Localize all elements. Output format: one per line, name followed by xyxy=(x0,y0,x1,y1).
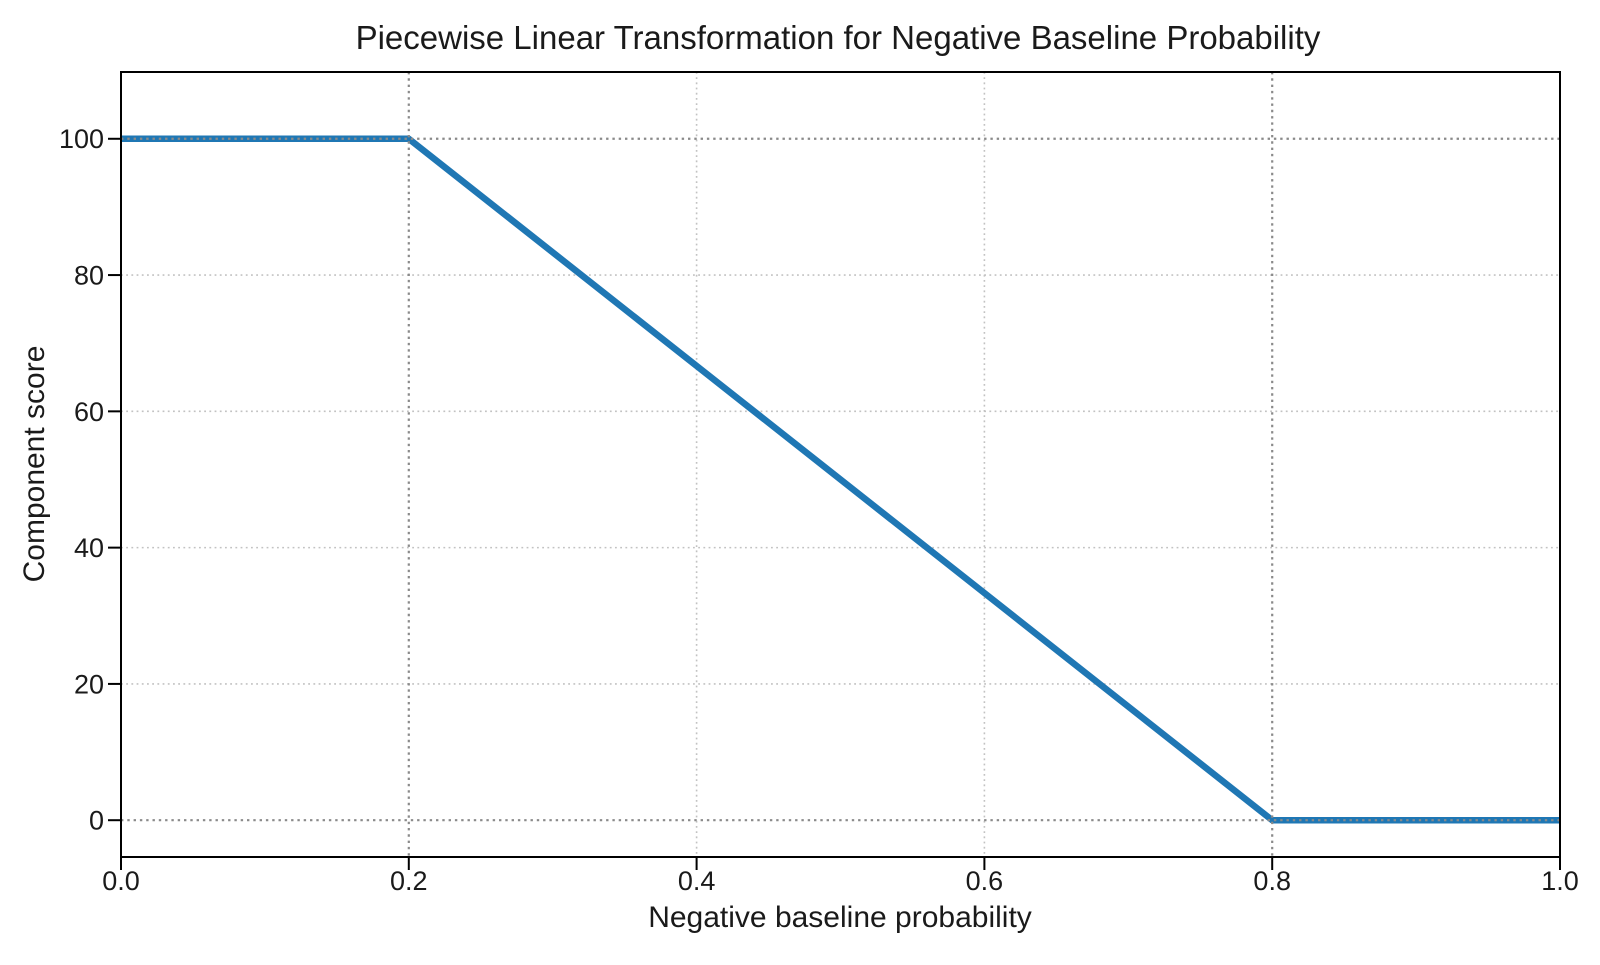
y-axis-label: Component score xyxy=(18,346,51,583)
x-tick-label: 0.6 xyxy=(966,866,1004,896)
series-line-component-score xyxy=(121,135,1560,824)
y-tick-label: 20 xyxy=(74,669,104,699)
series-layer xyxy=(121,135,1560,824)
chart-title: Piecewise Linear Transformation for Nega… xyxy=(356,19,1321,56)
reference-lines-layer xyxy=(121,72,1560,857)
y-tick-label: 0 xyxy=(89,806,104,836)
y-tick-label: 80 xyxy=(74,261,104,291)
x-tick-label: 0.0 xyxy=(102,866,140,896)
y-tick-label: 100 xyxy=(59,124,104,154)
y-tick-label: 60 xyxy=(74,397,104,427)
grid-layer xyxy=(121,72,1560,857)
x-tick-label: 0.4 xyxy=(678,866,716,896)
plot-frame xyxy=(120,71,1561,858)
y-tick-label: 40 xyxy=(74,533,104,563)
x-axis-label: Negative baseline probability xyxy=(648,901,1032,934)
x-tick-label: 0.2 xyxy=(390,866,428,896)
tick-layer: 0.0 0.2 0.4 0.6 0.8 1.0 0 20 40 60 80 100 xyxy=(59,124,1579,896)
x-tick-label: 0.8 xyxy=(1253,866,1291,896)
axes-frame-layer xyxy=(120,71,1561,858)
x-tick-label: 1.0 xyxy=(1541,866,1579,896)
